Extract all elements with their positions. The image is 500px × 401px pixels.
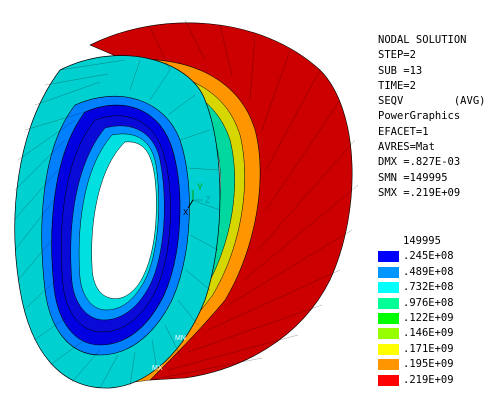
ring-sidewall: [14, 55, 221, 389]
legend-swatch: [378, 282, 399, 294]
triad-x-label: X: [183, 208, 189, 217]
legend-value-label: .489E+08: [403, 265, 454, 278]
info-line-smn: SMN =149995: [378, 171, 448, 184]
legend-value-label: .122E+09: [403, 311, 454, 324]
info-line-sub: SUB =13: [378, 64, 423, 77]
legend-entry: .976E+08: [378, 296, 500, 311]
mx-marker: MX: [152, 365, 163, 372]
legend-swatch: [378, 312, 399, 324]
legend-swatch: [378, 297, 399, 309]
legend-min-row: 149995: [378, 234, 500, 249]
legend-entry: .146E+09: [378, 326, 500, 341]
legend-swatch: [378, 251, 399, 263]
legend-value-label: .195E+09: [403, 358, 454, 371]
legend-value-label: .171E+09: [403, 342, 454, 355]
legend-value-label: .732E+08: [403, 281, 454, 294]
triad-z-label: Z: [205, 195, 211, 205]
legend-swatch: [378, 266, 399, 278]
legend-entry: .171E+09: [378, 342, 500, 357]
mesh-lines: [13, 19, 359, 389]
info-line-powergraphics: PowerGraphics: [378, 110, 461, 123]
triad-y-label: Y: [197, 182, 203, 192]
info-line-smx: SMX =.219E+09: [378, 186, 461, 199]
legend-value-label: .976E+08: [403, 296, 454, 309]
info-line-seqv: SEQV (AVG): [378, 95, 486, 108]
legend-min-label: 149995: [403, 235, 441, 247]
legend-entry: .219E+09: [378, 373, 500, 388]
mn-marker: MN: [175, 335, 186, 342]
legend-swatch: [378, 374, 399, 386]
ring-model: Y Z X MN MX: [13, 19, 359, 389]
legend-value-label: .219E+09: [403, 373, 454, 386]
solution-info-panel: NODAL SOLUTION STEP=2 SUB =13 TIME=2 SEQ…: [378, 33, 500, 201]
legend-entry: .122E+09: [378, 311, 500, 326]
info-line-title: NODAL SOLUTION: [378, 34, 467, 46]
info-line-step: STEP=2: [378, 49, 416, 62]
info-line-avres: AVRES=Mat: [378, 141, 435, 154]
info-line-time: TIME=2: [378, 79, 416, 92]
legend-swatch: [378, 359, 399, 371]
legend-swatch: [378, 343, 399, 355]
legend-entry: .245E+08: [378, 249, 500, 264]
legend-entry: .195E+09: [378, 357, 500, 372]
axis-triad: Y Z X: [183, 182, 211, 217]
info-line-efacet: EFACET=1: [378, 125, 429, 138]
legend-value-label: .146E+09: [403, 327, 454, 340]
legend-swatch: [378, 328, 399, 340]
legend-entry: .489E+08: [378, 265, 500, 280]
info-line-dmx: DMX =.827E-03: [378, 156, 461, 169]
legend-value-label: .245E+08: [403, 250, 454, 263]
contour-legend: 149995 .245E+08 .489E+08 .732E+08 .976E+08.…: [378, 234, 500, 388]
legend-entry: .732E+08: [378, 280, 500, 295]
